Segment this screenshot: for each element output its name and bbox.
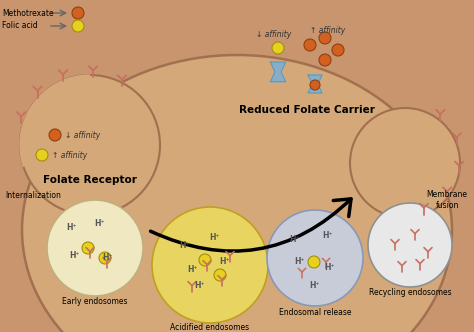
Text: H⁺: H⁺ [180, 240, 190, 250]
Text: Endosomal release: Endosomal release [279, 308, 351, 317]
Text: Methotrexate: Methotrexate [2, 9, 54, 18]
Polygon shape [308, 75, 322, 93]
Text: Membrane
fusion: Membrane fusion [427, 190, 467, 210]
Circle shape [82, 242, 94, 254]
Text: ↑ affinity: ↑ affinity [310, 26, 346, 35]
Circle shape [319, 32, 331, 44]
Circle shape [20, 75, 160, 215]
Text: H⁺: H⁺ [323, 230, 333, 239]
Circle shape [308, 256, 320, 268]
Circle shape [49, 129, 61, 141]
Text: H⁺: H⁺ [95, 218, 105, 227]
Text: H⁺: H⁺ [195, 281, 205, 290]
Polygon shape [270, 62, 286, 82]
Text: H⁺: H⁺ [210, 232, 220, 241]
Circle shape [47, 200, 143, 296]
Text: Early endosomes: Early endosomes [62, 297, 128, 306]
Text: H⁺: H⁺ [67, 223, 77, 232]
Circle shape [272, 42, 284, 54]
Circle shape [368, 203, 452, 287]
Circle shape [36, 149, 48, 161]
Text: Folic acid: Folic acid [2, 22, 38, 31]
Circle shape [319, 54, 331, 66]
Ellipse shape [22, 55, 452, 332]
Text: Folate Receptor: Folate Receptor [43, 175, 137, 185]
Circle shape [214, 269, 226, 281]
Text: H⁺: H⁺ [325, 264, 335, 273]
Text: Internalization: Internalization [5, 191, 61, 200]
Text: Reduced Folate Carrier: Reduced Folate Carrier [239, 105, 375, 115]
Text: H⁺: H⁺ [310, 281, 320, 290]
Text: H⁺: H⁺ [295, 258, 305, 267]
Text: ↓ affinity: ↓ affinity [65, 130, 100, 139]
Text: Recycling endosomes: Recycling endosomes [369, 288, 451, 297]
Circle shape [199, 254, 211, 266]
FancyArrowPatch shape [151, 199, 351, 251]
Text: H⁺: H⁺ [188, 266, 198, 275]
Text: Acidified endosomes: Acidified endosomes [171, 323, 250, 332]
Text: H⁺: H⁺ [290, 235, 300, 244]
Circle shape [72, 20, 84, 32]
Circle shape [304, 39, 316, 51]
Circle shape [267, 210, 363, 306]
Circle shape [332, 44, 344, 56]
Polygon shape [20, 75, 90, 167]
Circle shape [152, 207, 268, 323]
Circle shape [72, 7, 84, 19]
Circle shape [99, 252, 111, 264]
Circle shape [350, 108, 460, 218]
Text: H⁺: H⁺ [220, 258, 230, 267]
Text: ↑ affinity: ↑ affinity [52, 150, 87, 159]
Text: ↓ affinity: ↓ affinity [256, 30, 292, 39]
Circle shape [310, 80, 320, 90]
Text: H⁺: H⁺ [70, 251, 80, 260]
Text: H⁺: H⁺ [103, 254, 113, 263]
